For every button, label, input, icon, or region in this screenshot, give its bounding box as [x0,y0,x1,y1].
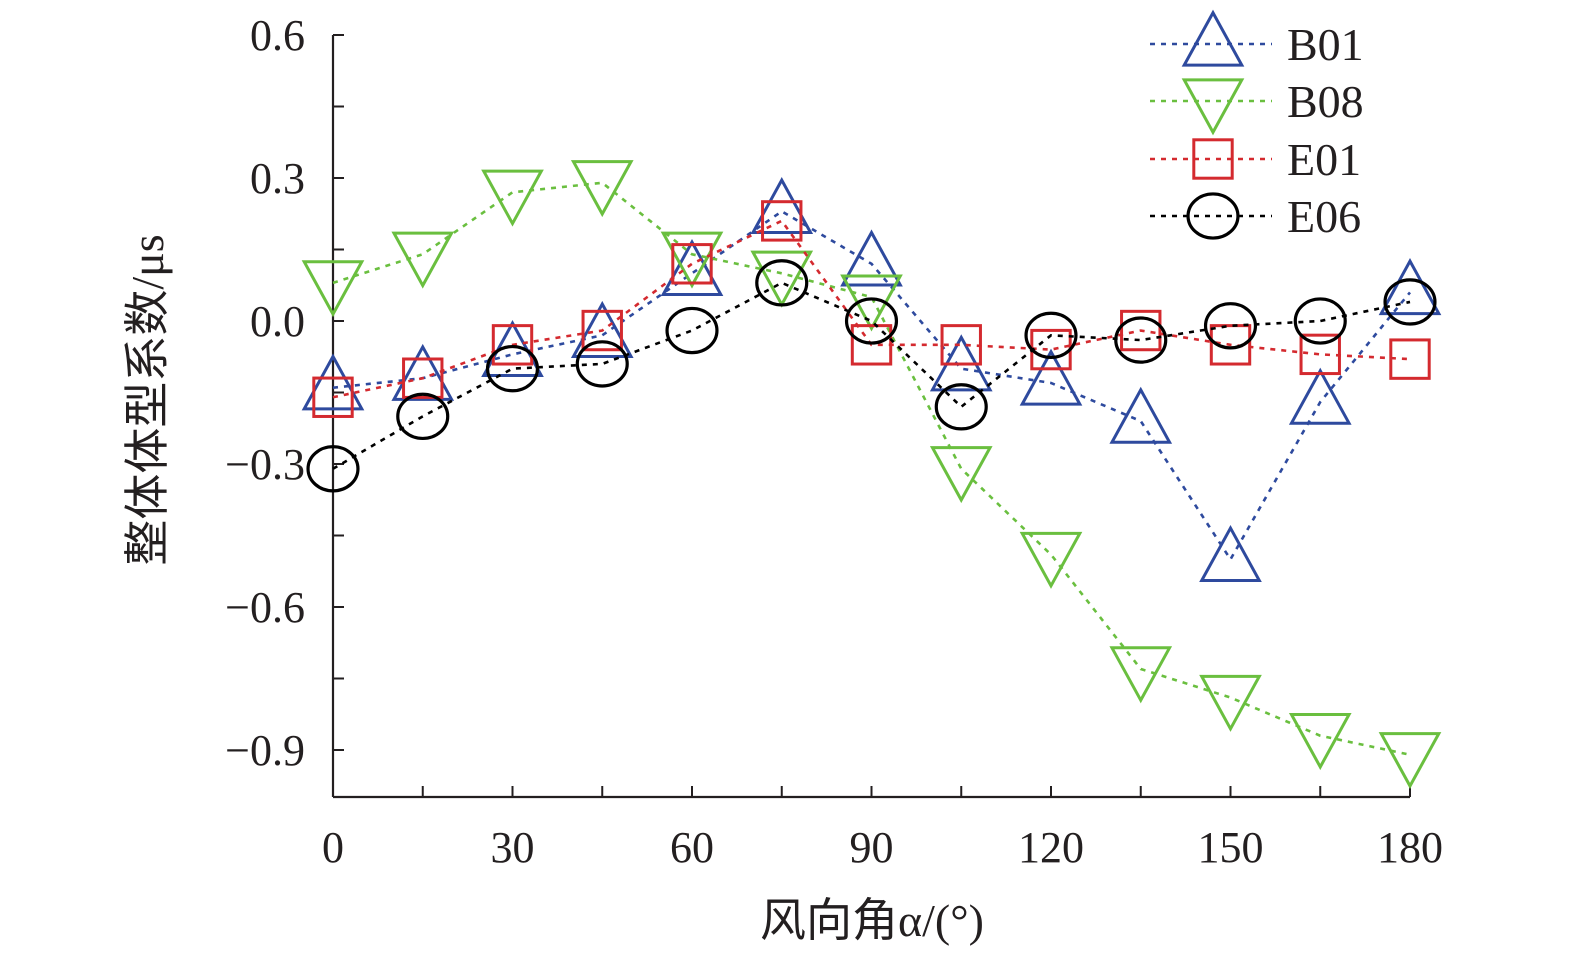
legend: B01 B08 E01 E06 [1150,9,1364,242]
data-point-e06 [1114,316,1168,364]
data-point-b01 [301,353,365,411]
x-axis-title: 风向角α/(°) [760,895,984,946]
data-point-b08 [570,160,634,218]
data-point-b08 [301,260,365,318]
x-tick-label: 90 [850,823,894,872]
series-e01 [312,200,1431,418]
data-point-e01 [581,309,623,352]
series-line-e01 [332,219,1411,399]
x-tick-label: 0 [322,823,344,872]
y-axis-title: 整体体型系数/μs [122,234,173,565]
legend-item-b01: B01 [1150,9,1364,70]
x-tick-label: 180 [1377,823,1443,872]
data-point-b08 [929,446,993,504]
data-point-e06 [755,259,809,307]
data-point-e01 [491,324,534,366]
y-tick-label: −0.6 [225,583,305,632]
data-point-e01 [1389,338,1431,380]
data-point-b01 [660,238,724,297]
series-b01 [301,177,1442,583]
legend-marker-e01 [1192,138,1234,180]
y-tick-label: −0.9 [225,726,305,775]
legend-label: E01 [1287,134,1361,185]
data-point-e06 [306,445,360,493]
legend-item-e01: E01 [1150,134,1361,185]
y-tick-label: 0.3 [250,154,305,203]
data-point-b08 [1019,531,1083,589]
x-tick-label: 30 [491,823,535,872]
axes: 0 30 60 90 120 150 180 0.6 0.3 0.0 −0.3 −0.6 −0.9 [225,11,1443,872]
data-point-b08 [1288,713,1352,771]
legend-label: B01 [1287,19,1364,70]
data-point-e01 [940,324,982,366]
data-point-e06 [485,344,540,393]
data-point-e01 [761,200,803,242]
data-point-e06 [665,306,719,355]
series-e06 [306,259,1437,493]
data-point-b08 [1109,646,1173,704]
legend-marker-e06 [1186,192,1240,240]
legend-marker-b08 [1181,78,1245,136]
data-point-b08 [1199,674,1262,732]
data-point-b08 [481,169,544,227]
x-tick-label: 120 [1018,823,1084,872]
data-point-e06 [934,383,988,431]
legend-label: E06 [1287,191,1361,242]
data-point-e06 [1383,278,1437,326]
data-point-e06 [1293,297,1347,345]
legend-item-b08: B08 [1150,76,1364,136]
y-tick-label: 0.6 [250,11,305,60]
series-b08 [301,160,1442,790]
data-point-b01 [391,343,455,401]
data-point-e06 [844,297,899,345]
data-point-b01 [750,177,814,235]
y-tick-label: −0.3 [225,440,305,489]
legend-label: B08 [1287,76,1364,127]
data-point-b01 [570,300,634,358]
data-point-e01 [850,324,893,366]
data-point-e06 [396,392,450,441]
data-point-b01 [1199,524,1262,583]
legend-item-e06: E06 [1150,191,1361,242]
data-point-e01 [312,376,354,418]
data-point-e01 [1299,333,1341,376]
data-point-b01 [1019,348,1083,406]
data-point-e01 [671,243,713,285]
series-line-b01 [332,209,1412,562]
y-tick-label: 0.0 [250,297,305,346]
data-point-b08 [660,231,724,289]
data-point-b01 [1288,367,1352,425]
data-point-b01 [1378,258,1442,316]
data-point-e06 [1024,311,1078,359]
data-point-e01 [1209,324,1252,366]
legend-marker-b01 [1181,9,1245,67]
data-point-e06 [575,340,629,388]
x-tick-label: 150 [1198,823,1264,872]
data-point-b08 [391,231,455,289]
x-tick-label: 60 [670,823,714,872]
data-point-b01 [1109,386,1173,444]
series-group [301,160,1442,790]
data-point-e06 [1203,302,1258,350]
data-point-e01 [1120,309,1162,352]
data-point-e01 [402,357,444,399]
data-point-b01 [840,229,903,287]
data-point-b08 [1378,732,1442,790]
data-point-b08 [750,250,814,308]
series-line-b08 [332,181,1411,757]
